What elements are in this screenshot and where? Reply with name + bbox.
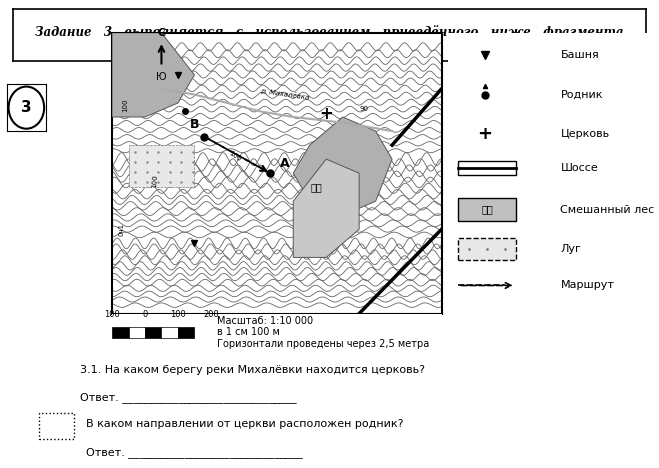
Text: 90: 90: [359, 106, 368, 112]
Text: Масштаб: 1:10 000
в 1 см 100 м
Горизонтали проведены через 2,5 метра: Масштаб: 1:10 000 в 1 см 100 м Горизонта…: [217, 316, 430, 349]
Bar: [161, 327, 178, 338]
Text: Смешанный лес: Смешанный лес: [560, 205, 655, 215]
Text: 100: 100: [227, 150, 242, 163]
Text: 🌲🔵: 🌲🔵: [481, 205, 493, 215]
Text: В каком направлении от церкви расположен родник?: В каком направлении от церкви расположен…: [86, 419, 404, 429]
Text: Ю: Ю: [156, 72, 167, 82]
Text: топографической карты.: топографической карты.: [239, 49, 420, 63]
Text: 0ч1: 0ч1: [119, 223, 125, 236]
Polygon shape: [293, 117, 392, 215]
Text: Шоссе: Шоссе: [560, 162, 598, 173]
Text: 3.1. На каком берегу реки Михалёвки находится церковь?: 3.1. На каком берегу реки Михалёвки нахо…: [80, 365, 426, 375]
Text: Луг: Луг: [560, 244, 581, 254]
Polygon shape: [112, 33, 194, 117]
Text: Церковь: Церковь: [560, 129, 610, 139]
Text: 100: 100: [170, 310, 186, 319]
Bar: [129, 327, 145, 338]
Bar: [145, 327, 161, 338]
Text: 100: 100: [104, 310, 120, 319]
Text: Ответ. _______________________________: Ответ. _______________________________: [86, 447, 303, 458]
Bar: [459, 198, 515, 221]
Text: B: B: [190, 118, 199, 131]
Bar: [178, 327, 194, 338]
Text: 100: 100: [152, 174, 159, 188]
Text: С: С: [158, 29, 165, 38]
Bar: [459, 161, 515, 175]
Polygon shape: [293, 159, 359, 257]
Text: 200: 200: [203, 310, 219, 319]
Text: Родник: Родник: [560, 89, 603, 100]
Polygon shape: [129, 145, 194, 187]
Text: 🌲🔵: 🌲🔵: [310, 182, 322, 192]
Text: р. Михалёвка: р. Михалёвка: [260, 88, 310, 101]
Bar: [459, 238, 515, 260]
Text: +: +: [319, 105, 333, 123]
Text: Маршрут: Маршрут: [560, 280, 614, 291]
Text: +: +: [477, 125, 492, 143]
Text: Ответ. _______________________________: Ответ. _______________________________: [80, 392, 297, 403]
Text: Башня: Башня: [560, 50, 599, 60]
Text: A: A: [280, 157, 290, 170]
Text: 0: 0: [142, 310, 148, 319]
Bar: [39, 413, 74, 439]
Text: 100: 100: [122, 99, 128, 112]
Text: 3: 3: [21, 100, 32, 115]
Bar: [112, 327, 129, 338]
Text: Задание   3   выполняется   с   использованием   приведённого   ниже   фрагмента: Задание 3 выполняется с использованием п…: [35, 26, 624, 39]
